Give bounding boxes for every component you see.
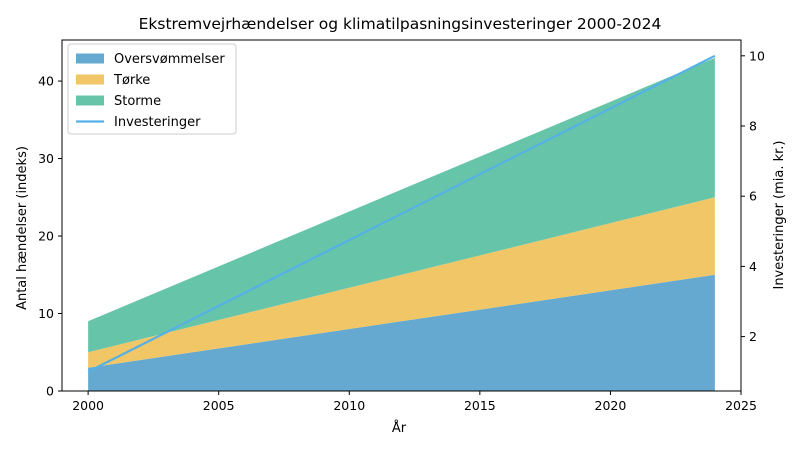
- legend-swatch: [76, 74, 104, 85]
- x-tick-label: 2010: [333, 398, 365, 413]
- y-tick-label: 20: [38, 229, 54, 244]
- chart-title: Ekstremvejrhændelser og klimatilpasnings…: [139, 15, 662, 33]
- plot-frame: [61, 39, 742, 392]
- y-axis-left: 0 10 20 30 40: [38, 74, 62, 399]
- y-tick-label: 0: [46, 384, 54, 399]
- legend-swatch: [76, 53, 104, 64]
- y-tick-label: 30: [38, 151, 54, 166]
- area-series-layer: [88, 57, 715, 391]
- legend-label: Oversvømmelser: [114, 52, 225, 67]
- y-tick-label: 40: [38, 74, 54, 89]
- y2-axis-title: Investeringer (mia. kr.): [772, 140, 787, 289]
- y-axis-title: Antal hændelser (indeks): [15, 146, 30, 310]
- y2-tick-label: 2: [749, 329, 757, 344]
- x-tick-label: 2015: [464, 398, 496, 413]
- line-series-layer: [87, 54, 716, 373]
- y-axis-right: 2 4 6 8 10: [741, 48, 765, 344]
- area-drought: [88, 197, 715, 368]
- x-tick-label: 2020: [595, 398, 627, 413]
- x-tick-label: 2000: [72, 398, 104, 413]
- x-axis-title: År: [392, 420, 407, 436]
- area-storms: [88, 57, 715, 353]
- x-tick-label: 2025: [725, 398, 757, 413]
- y2-tick-label: 10: [749, 48, 765, 63]
- area-floods: [88, 274, 715, 391]
- legend-label: Investeringer: [114, 115, 201, 130]
- y2-tick-label: 4: [749, 259, 757, 274]
- y-tick-label: 10: [38, 306, 54, 321]
- legend-label: Storme: [114, 94, 161, 109]
- legend: Oversvømmelser Tørke Storme Investeringer: [67, 43, 237, 135]
- line-investments: [87, 54, 716, 373]
- x-axis: 2000 2005 2010 2015 2020 2025: [72, 391, 757, 413]
- x-tick-label: 2005: [203, 398, 235, 413]
- legend-swatch: [76, 95, 104, 106]
- legend-label: Tørke: [113, 73, 150, 88]
- legend-box: [67, 43, 237, 135]
- y2-tick-label: 6: [749, 189, 757, 204]
- y2-tick-label: 8: [749, 118, 757, 133]
